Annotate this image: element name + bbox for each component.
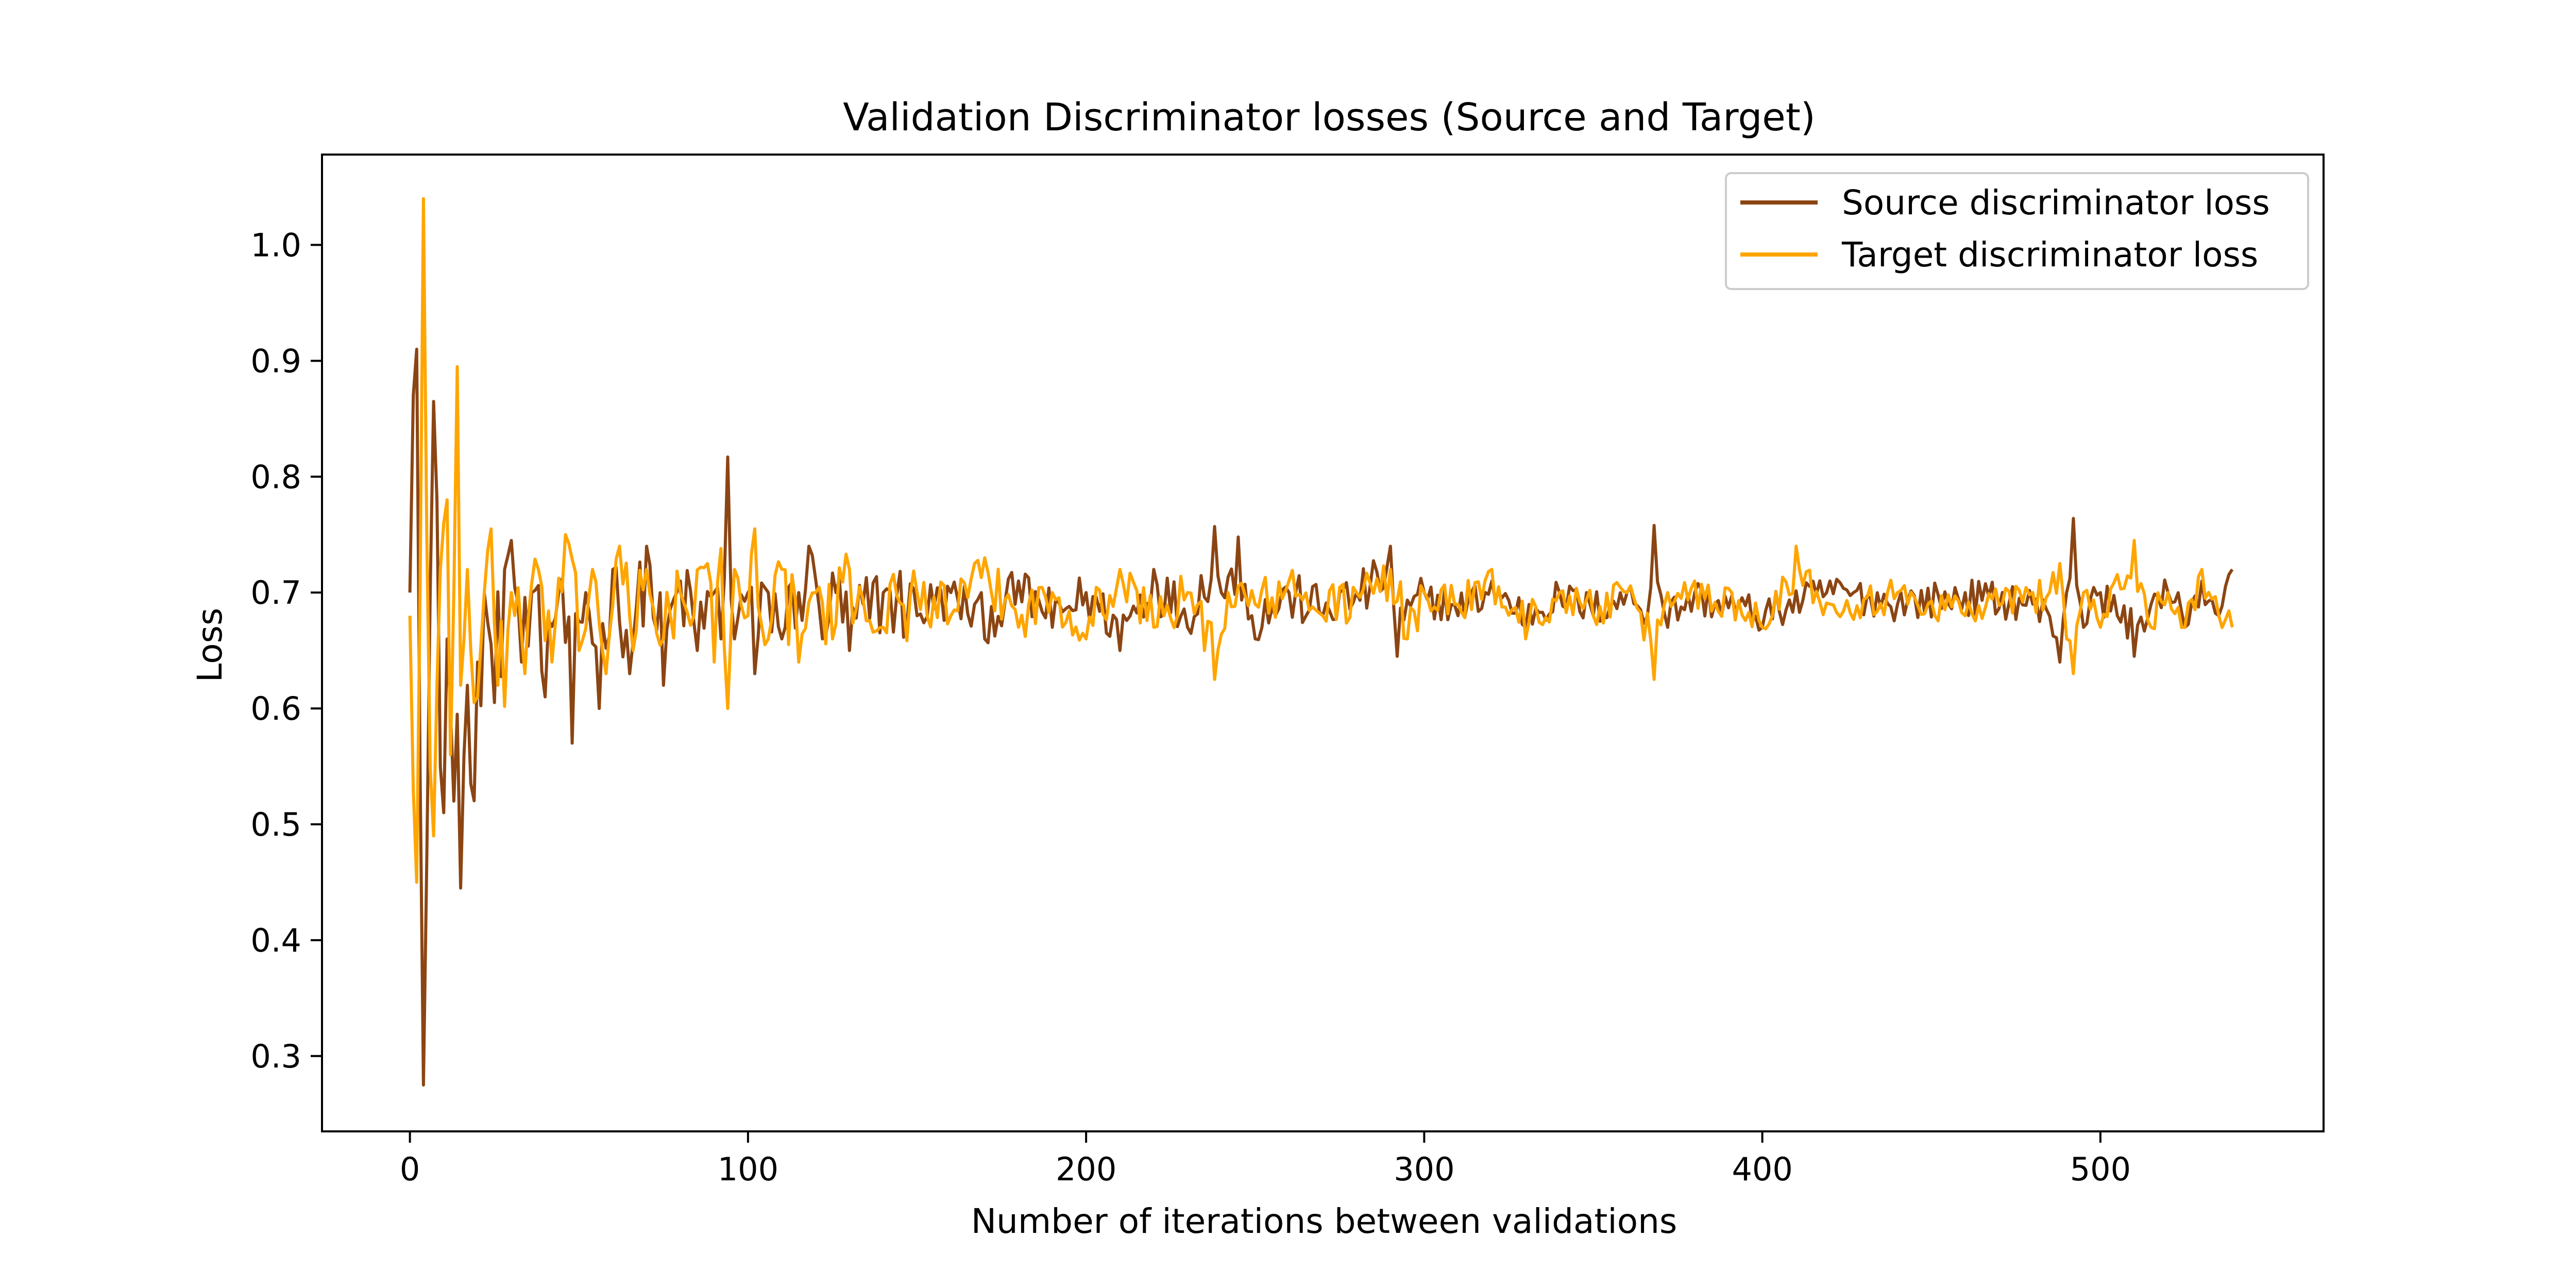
x-axis-label: Number of iterations between validations [971, 1201, 1677, 1241]
plot-area [322, 155, 2324, 1131]
y-axis: 0.3 0.4 0.5 0.6 0.7 0.8 0.9 1.0 [250, 226, 322, 1075]
x-tick-label: 300 [1394, 1150, 1454, 1188]
legend: Source discriminator loss Target discrim… [1725, 172, 2309, 290]
y-tick-label: 0.4 [250, 922, 301, 959]
x-tick-label: 100 [718, 1150, 778, 1188]
y-tick-label: 0.8 [250, 458, 301, 496]
legend-label-target: Target discriminator loss [1841, 235, 2258, 275]
legend-label-source: Source discriminator loss [1842, 183, 2270, 223]
y-tick-label: 1.0 [250, 226, 301, 264]
legend-box [1725, 172, 2309, 290]
x-tick-label: 0 [400, 1150, 420, 1188]
x-axis: 0 100 200 300 400 500 [400, 1131, 2131, 1188]
y-axis-label: Loss [190, 608, 230, 683]
y-tick-label: 0.6 [250, 690, 301, 727]
y-tick-label: 0.5 [250, 806, 301, 843]
target-loss-line [408, 197, 2234, 884]
y-tick-label: 0.3 [250, 1038, 301, 1075]
x-tick-label: 500 [2070, 1150, 2131, 1188]
y-tick-label: 0.9 [250, 342, 301, 380]
y-tick-label: 0.7 [250, 574, 301, 612]
x-tick-label: 200 [1056, 1150, 1116, 1188]
series-lines [408, 197, 2234, 1087]
x-tick-label: 400 [1732, 1150, 1792, 1188]
plot-frame [321, 154, 2325, 1132]
chart-title: Validation Discriminator losses (Source … [843, 95, 1815, 140]
